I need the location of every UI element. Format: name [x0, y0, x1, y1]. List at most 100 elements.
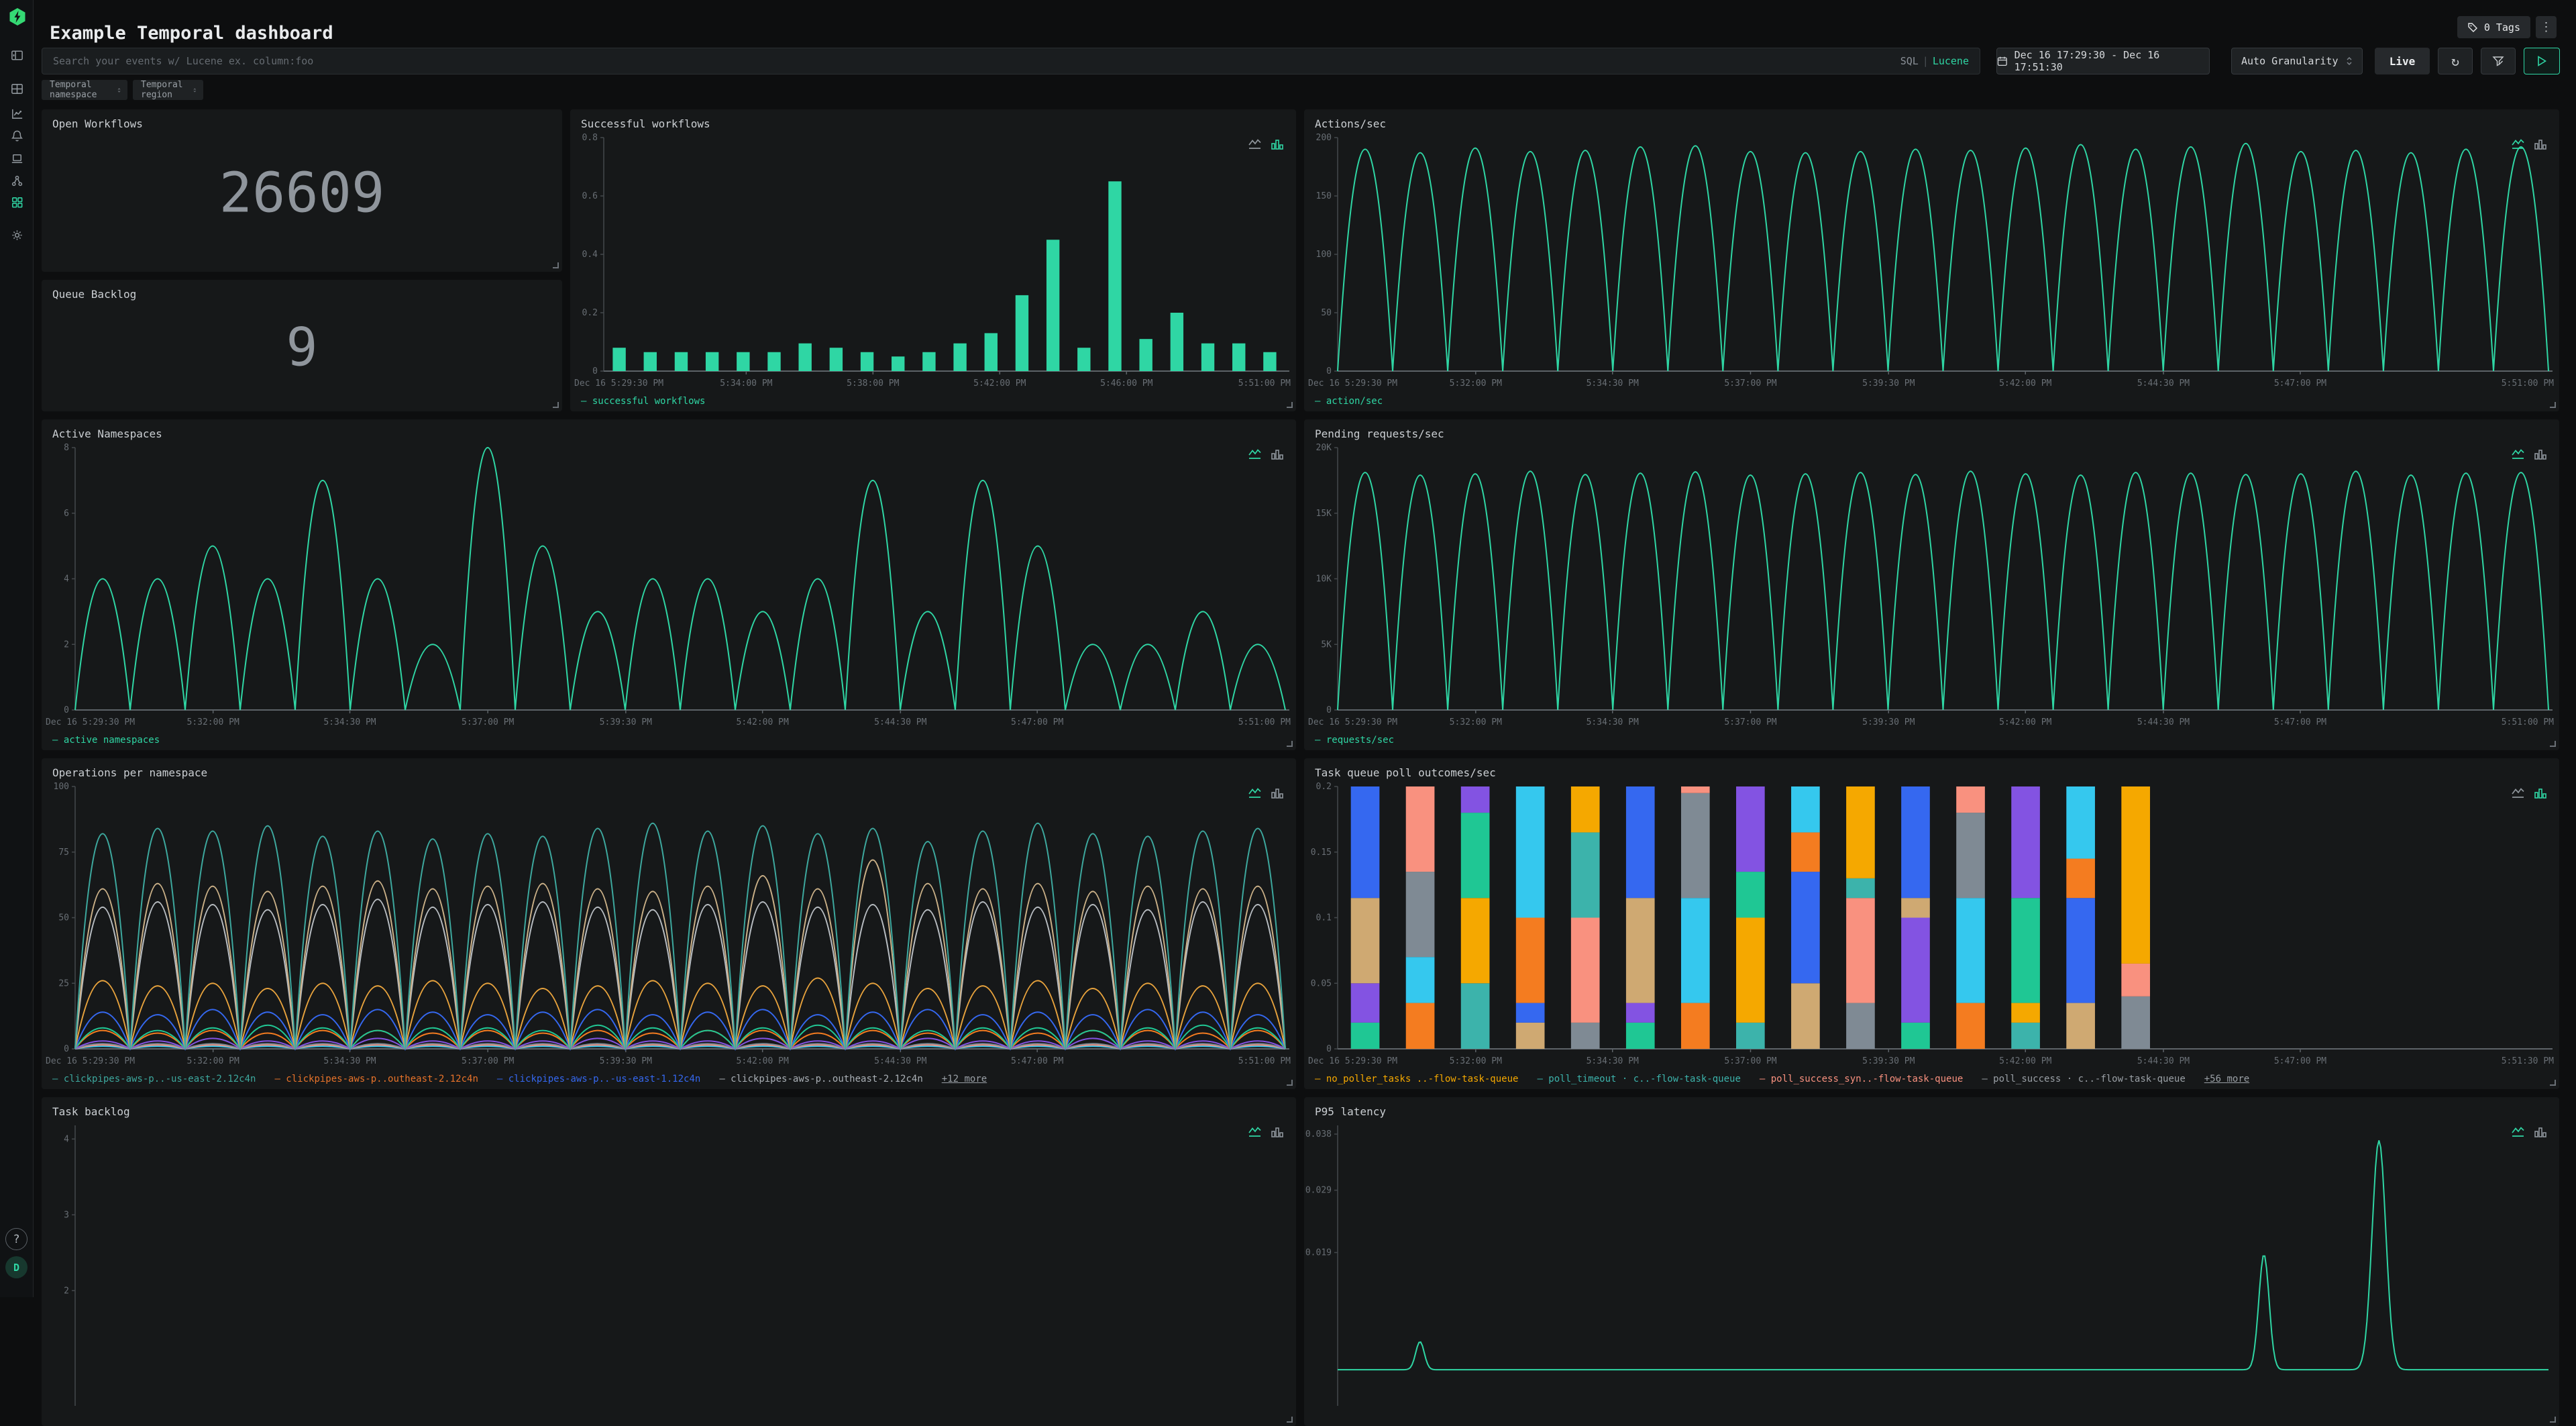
legend-item[interactable]: — poll_success_syn..-flow-task-queue: [1760, 1074, 1963, 1084]
sidebar-settings-gear-icon[interactable]: [0, 224, 34, 246]
sidebar-dashboards-icon[interactable]: [0, 191, 34, 213]
panel-queue-backlog: Queue Backlog9: [42, 280, 562, 411]
query-mode-toggle[interactable]: SQL|Lucene: [1900, 55, 1980, 67]
legend-more-link[interactable]: +56 more: [2204, 1074, 2249, 1084]
chart-ops-namespace[interactable]: 0255075100Dec 16 5:29:30 PM5:32:00 PM5:3…: [42, 781, 1296, 1069]
sidebar-notifications-bell-icon[interactable]: [0, 125, 34, 146]
legend-item[interactable]: — poll_success · c..-flow-task-queue: [1982, 1074, 2185, 1084]
chip-label: Temporal region: [141, 80, 186, 100]
line-chart-toggle-icon[interactable]: [1248, 448, 1263, 464]
svg-text:5:51:00 PM: 5:51:00 PM: [1238, 378, 1291, 389]
mode-separator: |: [1919, 55, 1933, 67]
legend-item[interactable]: — action/sec: [1315, 396, 1383, 407]
app-logo-bolt-icon[interactable]: [8, 7, 27, 26]
bar-chart-toggle-icon[interactable]: [2534, 448, 2547, 464]
panel-title: P95 latency: [1304, 1097, 2559, 1118]
line-chart-toggle-icon[interactable]: [1248, 1125, 1263, 1141]
chart-type-toggles: [2511, 448, 2547, 464]
line-chart-toggle-icon[interactable]: [1248, 138, 1263, 154]
sidebar-windows-grid-icon[interactable]: [0, 78, 34, 99]
chart-actions-sec[interactable]: 050100150200Dec 16 5:29:30 PM5:32:00 PM5…: [1304, 132, 2559, 391]
svg-text:0.2: 0.2: [582, 308, 598, 318]
mode-lucene-label[interactable]: Lucene: [1933, 55, 1969, 67]
panel-resize-handle[interactable]: [553, 402, 559, 408]
panel-resize-handle[interactable]: [1287, 402, 1293, 408]
search-input[interactable]: [42, 55, 1900, 67]
sidebar-share-nodes-icon[interactable]: [0, 170, 34, 191]
line-chart-toggle-icon[interactable]: [2511, 786, 2526, 803]
legend-item[interactable]: — clickpipes-aws-p..-us-east-1.12c4n: [497, 1074, 700, 1084]
legend-more-link[interactable]: +12 more: [942, 1074, 987, 1084]
refresh-button[interactable]: ↻: [2438, 48, 2473, 74]
svg-text:Dec 16 5:29:30 PM: Dec 16 5:29:30 PM: [574, 378, 663, 389]
filter-chip-temporal-namespace[interactable]: Temporal namespace: [42, 80, 127, 100]
chip-label: Temporal namespace: [50, 80, 111, 100]
panel-resize-handle[interactable]: [1287, 1080, 1293, 1086]
svg-text:5:39:30 PM: 5:39:30 PM: [1862, 717, 1915, 727]
bar-chart-toggle-icon[interactable]: [2534, 138, 2547, 154]
legend-item[interactable]: — requests/sec: [1315, 735, 1394, 746]
sidebar-metrics-icon[interactable]: [0, 103, 34, 124]
legend-item[interactable]: — clickpipes-aws-p..outheast-2.12c4n: [719, 1074, 922, 1084]
svg-text:5K: 5K: [1321, 640, 1332, 650]
svg-text:10K: 10K: [1316, 574, 1332, 584]
bar-chart-toggle-icon[interactable]: [1271, 138, 1284, 154]
svg-text:5:39:30 PM: 5:39:30 PM: [600, 717, 652, 727]
svg-text:5:46:00 PM: 5:46:00 PM: [1100, 378, 1152, 389]
svg-text:5:44:30 PM: 5:44:30 PM: [2137, 378, 2190, 389]
svg-text:5:34:30 PM: 5:34:30 PM: [323, 1056, 376, 1066]
date-range-picker[interactable]: Dec 16 17:29:30 - Dec 16 17:51:30: [1996, 48, 2210, 74]
chart-successful-workflows[interactable]: 00.20.40.60.8Dec 16 5:29:30 PM5:34:00 PM…: [570, 132, 1296, 391]
sidebar-device-screen-icon[interactable]: [0, 148, 34, 169]
panel-resize-handle[interactable]: [1287, 741, 1293, 747]
bar-chart-toggle-icon[interactable]: [1271, 448, 1284, 464]
legend-item[interactable]: — no_poller_tasks ..-flow-task-queue: [1315, 1074, 1518, 1084]
filter-edit-button[interactable]: [2481, 48, 2516, 74]
chart-pending-requests[interactable]: 05K10K15K20KDec 16 5:29:30 PM5:32:00 PM5…: [1304, 442, 2559, 730]
panel-title: Task queue poll outcomes/sec: [1304, 758, 2559, 779]
panel-resize-handle[interactable]: [2550, 741, 2556, 747]
chart-task-queue-polls[interactable]: 00.050.10.150.2Dec 16 5:29:30 PM5:32:00 …: [1304, 781, 2559, 1069]
bar-chart-toggle-icon[interactable]: [1271, 786, 1284, 803]
svg-text:25: 25: [58, 978, 69, 988]
legend-item[interactable]: — poll_timeout · c..-flow-task-queue: [1537, 1074, 1740, 1084]
bar-chart-toggle-icon[interactable]: [2534, 1125, 2547, 1141]
legend-item[interactable]: — successful workflows: [581, 396, 705, 407]
svg-text:5:34:30 PM: 5:34:30 PM: [1587, 717, 1639, 727]
live-button[interactable]: Live: [2375, 48, 2430, 74]
legend-item[interactable]: — clickpipes-aws-p..-us-east-2.12c4n: [52, 1074, 256, 1084]
line-chart-toggle-icon[interactable]: [2511, 138, 2526, 154]
panel-resize-handle[interactable]: [2550, 1080, 2556, 1086]
tags-label: 0 Tags: [2484, 21, 2520, 34]
sidebar-panel-toggle-icon[interactable]: [0, 44, 34, 66]
svg-text:5:37:00 PM: 5:37:00 PM: [462, 717, 514, 727]
panel-resize-handle[interactable]: [1287, 1417, 1293, 1423]
svg-text:3: 3: [64, 1210, 69, 1220]
chart-task-backlog[interactable]: 234: [42, 1120, 1296, 1406]
bar-chart-toggle-icon[interactable]: [2534, 786, 2547, 803]
chart-active-namespaces[interactable]: 02468Dec 16 5:29:30 PM5:32:00 PM5:34:30 …: [42, 442, 1296, 730]
svg-text:0.2: 0.2: [1316, 782, 1332, 792]
user-avatar[interactable]: D: [5, 1256, 28, 1278]
bar-chart-toggle-icon[interactable]: [1271, 1125, 1284, 1141]
line-chart-toggle-icon[interactable]: [2511, 1125, 2526, 1141]
chart-legend: — requests/sec: [1315, 735, 1394, 746]
legend-item[interactable]: — clickpipes-aws-p..outheast-2.12c4n: [274, 1074, 478, 1084]
tags-button[interactable]: 0 Tags: [2457, 16, 2530, 38]
panel-resize-handle[interactable]: [2550, 1417, 2556, 1423]
run-query-button[interactable]: [2524, 48, 2560, 74]
mode-sql-label[interactable]: SQL: [1900, 55, 1919, 67]
svg-text:75: 75: [58, 848, 69, 858]
chart-type-toggles: [2511, 786, 2547, 803]
panel-resize-handle[interactable]: [2550, 402, 2556, 408]
chart-p95-latency[interactable]: 0.0190.0290.038: [1304, 1120, 2559, 1406]
filter-chip-temporal-region[interactable]: Temporal region: [133, 80, 203, 100]
svg-text:5:37:00 PM: 5:37:00 PM: [1724, 1056, 1776, 1066]
more-menu-button[interactable]: ⋮: [2536, 16, 2557, 38]
line-chart-toggle-icon[interactable]: [2511, 448, 2526, 464]
help-button[interactable]: ?: [5, 1228, 28, 1250]
granularity-select[interactable]: Auto Granularity: [2231, 48, 2363, 74]
line-chart-toggle-icon[interactable]: [1248, 786, 1263, 803]
panel-resize-handle[interactable]: [553, 262, 559, 268]
legend-item[interactable]: — active namespaces: [52, 735, 160, 746]
